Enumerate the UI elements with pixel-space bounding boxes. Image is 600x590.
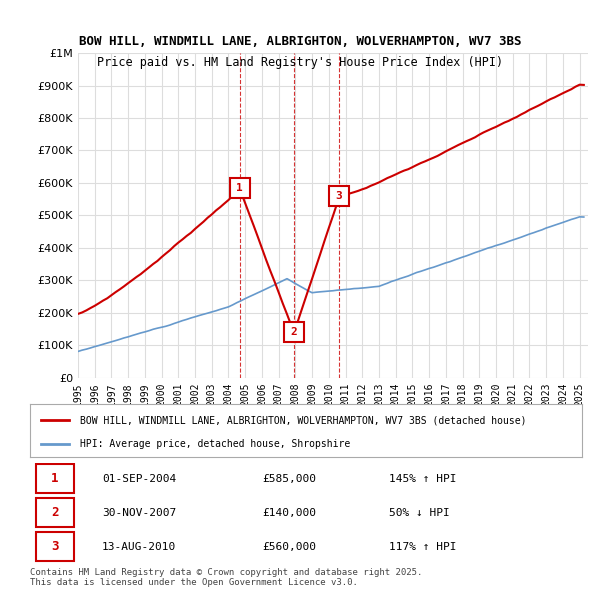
Text: 1: 1: [51, 472, 59, 485]
Text: 2: 2: [51, 506, 59, 519]
Text: £560,000: £560,000: [262, 542, 316, 552]
Text: 13-AUG-2010: 13-AUG-2010: [102, 542, 176, 552]
Text: 1: 1: [236, 183, 243, 193]
Text: 117% ↑ HPI: 117% ↑ HPI: [389, 542, 457, 552]
Text: 145% ↑ HPI: 145% ↑ HPI: [389, 474, 457, 484]
Text: BOW HILL, WINDMILL LANE, ALBRIGHTON, WOLVERHAMPTON, WV7 3BS: BOW HILL, WINDMILL LANE, ALBRIGHTON, WOL…: [79, 35, 521, 48]
FancyBboxPatch shape: [35, 464, 74, 493]
FancyBboxPatch shape: [35, 498, 74, 527]
Text: 30-NOV-2007: 30-NOV-2007: [102, 508, 176, 517]
Text: 3: 3: [51, 540, 59, 553]
FancyBboxPatch shape: [35, 532, 74, 561]
Text: 01-SEP-2004: 01-SEP-2004: [102, 474, 176, 484]
Text: 3: 3: [336, 191, 343, 201]
Text: Price paid vs. HM Land Registry's House Price Index (HPI): Price paid vs. HM Land Registry's House …: [97, 56, 503, 69]
Text: 50% ↓ HPI: 50% ↓ HPI: [389, 508, 449, 517]
Text: £585,000: £585,000: [262, 474, 316, 484]
Text: Contains HM Land Registry data © Crown copyright and database right 2025.
This d: Contains HM Land Registry data © Crown c…: [30, 568, 422, 587]
Text: £140,000: £140,000: [262, 508, 316, 517]
Text: HPI: Average price, detached house, Shropshire: HPI: Average price, detached house, Shro…: [80, 439, 350, 449]
Text: 2: 2: [290, 327, 298, 337]
Text: BOW HILL, WINDMILL LANE, ALBRIGHTON, WOLVERHAMPTON, WV7 3BS (detached house): BOW HILL, WINDMILL LANE, ALBRIGHTON, WOL…: [80, 415, 526, 425]
